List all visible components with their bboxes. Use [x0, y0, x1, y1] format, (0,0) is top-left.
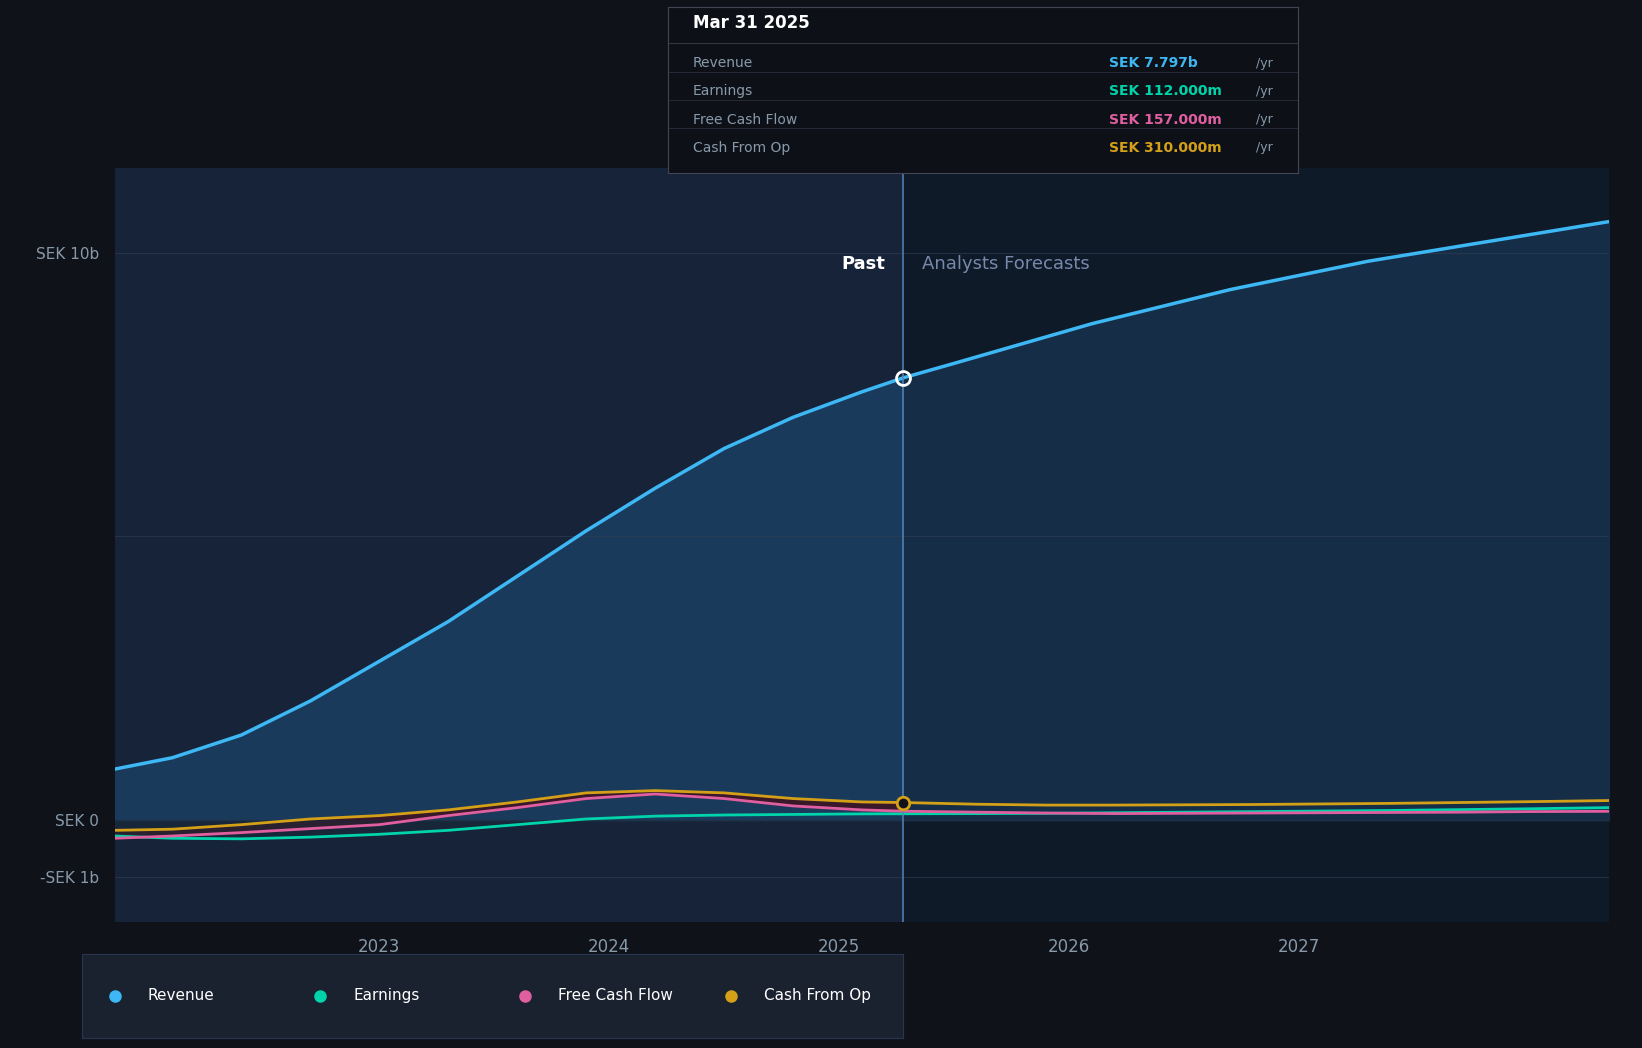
Text: Cash From Op: Cash From Op	[764, 988, 870, 1003]
Text: SEK 112.000m: SEK 112.000m	[1108, 85, 1222, 99]
Text: Free Cash Flow: Free Cash Flow	[558, 988, 673, 1003]
Text: /yr: /yr	[1256, 141, 1273, 154]
Text: Revenue: Revenue	[148, 988, 215, 1003]
Text: Cash From Op: Cash From Op	[693, 140, 790, 155]
Text: SEK 157.000m: SEK 157.000m	[1108, 112, 1222, 127]
Text: Earnings: Earnings	[693, 85, 754, 99]
Text: /yr: /yr	[1256, 113, 1273, 126]
Text: Analysts Forecasts: Analysts Forecasts	[921, 255, 1090, 274]
Text: Revenue: Revenue	[693, 57, 754, 70]
Bar	[115, 168, 903, 922]
Text: /yr: /yr	[1256, 85, 1273, 97]
Text: Past: Past	[841, 255, 885, 274]
Text: Free Cash Flow: Free Cash Flow	[693, 112, 798, 127]
Text: SEK 310.000m: SEK 310.000m	[1108, 140, 1222, 155]
Text: SEK 7.797b: SEK 7.797b	[1108, 57, 1197, 70]
Text: /yr: /yr	[1256, 57, 1273, 69]
Bar	[903, 168, 1609, 922]
Text: Earnings: Earnings	[353, 988, 419, 1003]
Text: Mar 31 2025: Mar 31 2025	[693, 14, 810, 31]
